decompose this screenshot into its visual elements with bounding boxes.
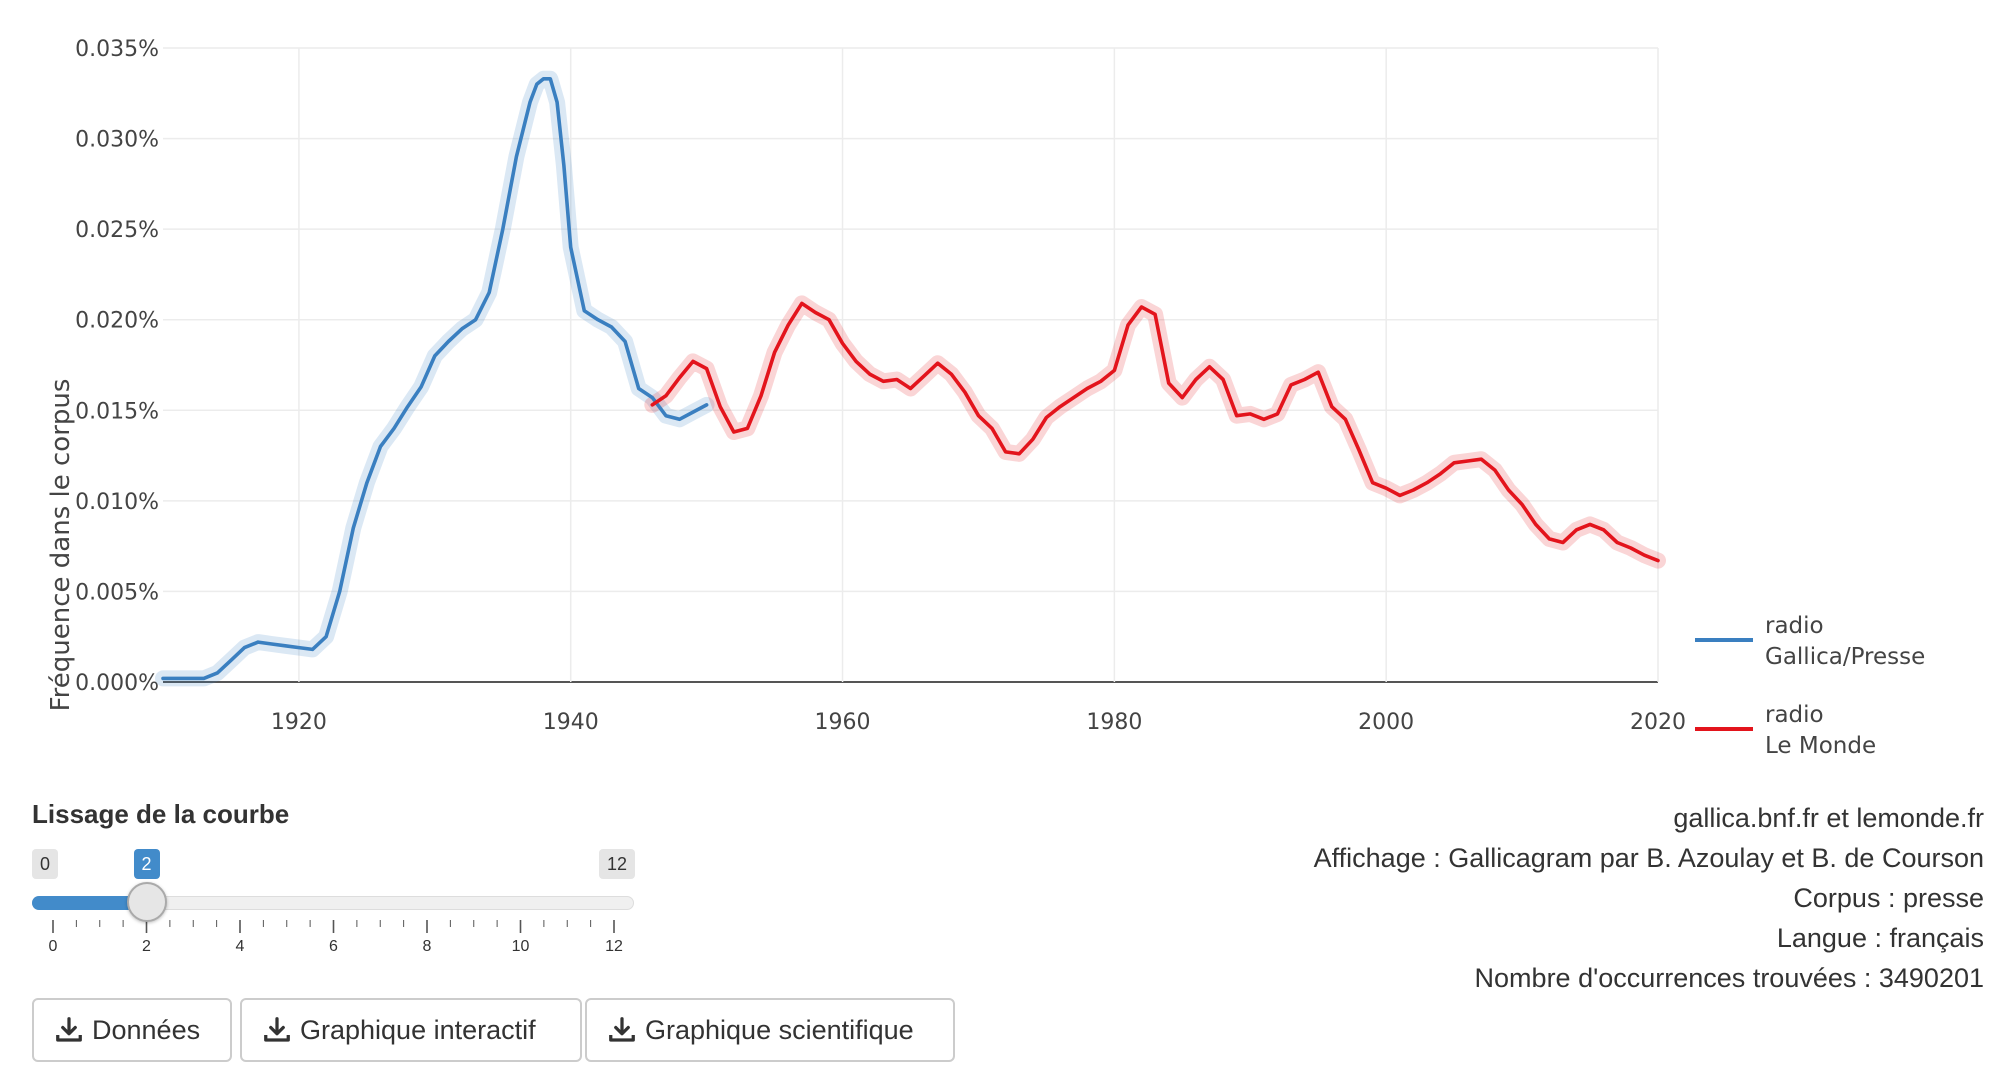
slider-tick-label: 0 xyxy=(48,938,58,955)
y-tick-label: 0.030% xyxy=(75,128,159,153)
info-language: Langue : français xyxy=(1776,923,1984,953)
smoothing-slider-handle[interactable] xyxy=(126,882,167,922)
y-tick-label: 0.020% xyxy=(75,309,159,334)
info-occurrences: Nombre d'occurrences trouvées : 3490201 xyxy=(1474,963,1984,993)
x-tick-labels: 1920 1940 1960 1980 2000 2020 xyxy=(271,710,1686,735)
download-data-label: Données xyxy=(92,1014,201,1045)
x-tick-label: 2020 xyxy=(1630,710,1686,735)
slider-tick-label: 2 xyxy=(142,938,151,955)
slider-value-badge: 2 xyxy=(133,849,160,879)
y-axis-label: Fréquence dans le corpus xyxy=(46,379,76,712)
frequency-chart: 0.000% 0.005% 0.010% 0.015% 0.020% 0.025% 0.03… xyxy=(46,37,1686,735)
download-interactive-chart-button[interactable]: Graphique interactif xyxy=(240,998,582,1062)
slider-min-badge: 0 xyxy=(32,849,59,879)
legend-label-lemonde-line2: Le Monde xyxy=(1765,733,1877,759)
slider-tick-label: 4 xyxy=(235,938,245,955)
x-tick-label: 1920 xyxy=(271,710,327,735)
smoothing-title: Lissage de la courbe xyxy=(32,799,290,829)
legend-swatch-lemonde xyxy=(1695,727,1753,731)
x-tick-label: 1960 xyxy=(815,710,871,735)
legend-label-lemonde-line1: radio xyxy=(1765,702,1824,728)
info-corpus: Corpus : presse xyxy=(1793,883,1984,913)
legend-swatch-gallica xyxy=(1695,638,1753,642)
download-data-button[interactable]: Données xyxy=(32,998,232,1062)
legend-label-gallica-line2: Gallica/Presse xyxy=(1765,644,1926,670)
slider-tick-label: 6 xyxy=(329,938,338,955)
download-scientific-label: Graphique scientifique xyxy=(645,1014,914,1045)
download-interactive-label: Graphique interactif xyxy=(300,1014,536,1045)
slider-ticks xyxy=(52,920,615,933)
y-tick-label: 0.000% xyxy=(75,671,159,696)
y-tick-label: 0.005% xyxy=(75,580,159,605)
download-icon xyxy=(56,1017,82,1042)
x-tick-label: 1940 xyxy=(543,710,599,735)
y-tick-label: 0.015% xyxy=(75,399,159,424)
x-tick-label: 2000 xyxy=(1358,710,1414,735)
download-icon xyxy=(609,1017,635,1042)
download-scientific-chart-button[interactable]: Graphique scientifique xyxy=(585,998,955,1062)
series-lines xyxy=(161,77,1660,681)
slider-max-badge: 12 xyxy=(599,849,636,879)
slider-tick-label: 12 xyxy=(605,938,623,955)
x-tick-label: 1980 xyxy=(1086,710,1142,735)
chart-grid xyxy=(163,47,1659,683)
series-line-lemonde xyxy=(650,301,1660,563)
download-icon xyxy=(264,1017,290,1042)
info-display: Affichage : Gallicagram par B. Azoulay e… xyxy=(1313,843,1984,873)
smoothing-slider-fill xyxy=(32,896,147,910)
slider-tick-label: 10 xyxy=(511,938,530,955)
confidence-band-lemonde xyxy=(644,295,1666,569)
y-tick-label: 0.025% xyxy=(75,218,159,243)
y-tick-labels: 0.000% 0.005% 0.010% 0.015% 0.020% 0.025% 0.03… xyxy=(75,37,159,696)
info-source: gallica.bnf.fr et lemonde.fr xyxy=(1673,803,1984,833)
slider-tick-label: 8 xyxy=(422,938,432,955)
series-line-gallica xyxy=(161,77,709,681)
y-tick-label: 0.035% xyxy=(75,37,159,62)
legend-label-gallica-line1: radio xyxy=(1765,613,1824,639)
y-tick-label: 0.010% xyxy=(75,490,159,515)
